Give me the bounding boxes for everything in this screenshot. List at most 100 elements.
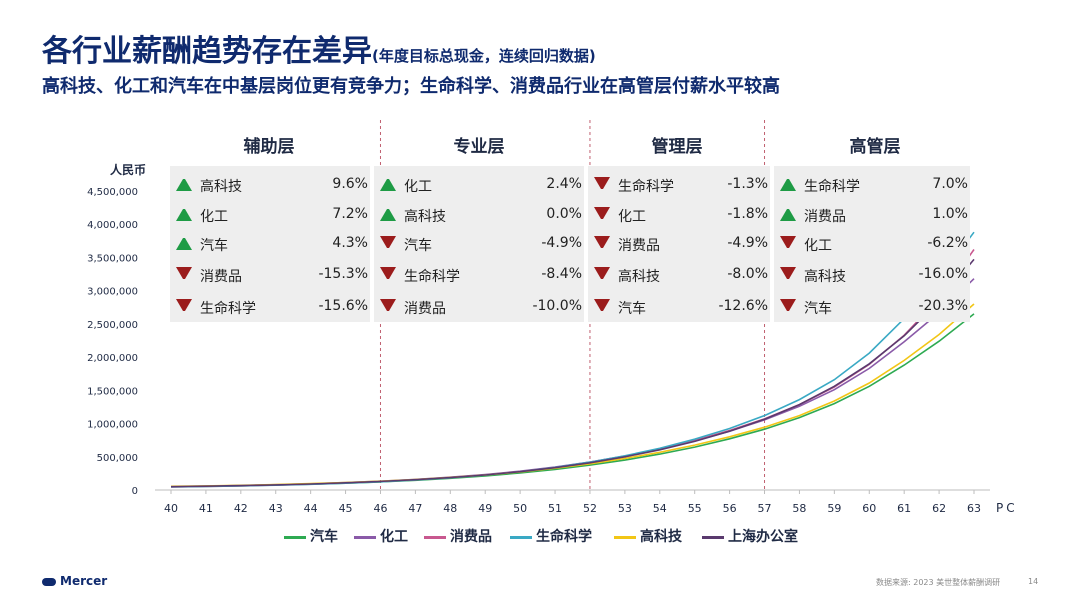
level-panel-support: 高科技 9.6% 化工 7.2% 汽车 4.3% 消费品 -15.3% 生命科学 -15.… (170, 166, 370, 322)
x-tick-label: 55 (688, 502, 702, 515)
x-tick-label: 51 (548, 502, 562, 515)
legend-swatch (354, 535, 376, 539)
down-triangle-icon (594, 299, 610, 313)
panel-row: 汽车 -4.9% (374, 227, 584, 257)
level-header-professional: 专业层 (453, 137, 505, 157)
industry-label: 消费品 (404, 301, 446, 317)
legend-label: 消费品 (450, 529, 492, 545)
y-tick-label: 3,000,000 (87, 287, 138, 298)
down-triangle-icon (380, 299, 396, 313)
x-tick-label: 40 (164, 502, 178, 515)
level-header-management: 管理层 (651, 137, 703, 157)
x-tick-label: 44 (304, 502, 318, 515)
up-triangle-icon (176, 177, 192, 191)
industry-diff: 9.6% (332, 176, 368, 192)
down-triangle-icon (594, 207, 610, 221)
x-tick-label: 42 (234, 502, 248, 515)
industry-diff: -12.6% (718, 298, 768, 314)
panel-row: 消费品 1.0% (774, 198, 970, 228)
legend-item: 化工 (354, 526, 408, 546)
industry-label: 化工 (200, 209, 228, 225)
industry-label: 化工 (618, 209, 646, 225)
down-triangle-icon (780, 299, 796, 313)
legend-item: 消费品 (424, 526, 492, 546)
panel-row: 化工 -6.2% (774, 227, 970, 257)
x-tick-label: 57 (758, 502, 772, 515)
industry-diff: -16.0% (918, 266, 968, 282)
series-line (170, 303, 975, 488)
x-tick-label: 45 (339, 502, 353, 515)
y-axis-title: 人民币 (110, 162, 146, 177)
industry-label: 生命科学 (804, 179, 860, 195)
legend-label: 上海办公室 (728, 529, 798, 545)
industry-diff: -6.2% (927, 235, 968, 251)
y-tick-label: 4,500,000 (87, 187, 138, 198)
series-line (170, 258, 975, 488)
down-triangle-icon (594, 267, 610, 281)
x-tick-label: 50 (513, 502, 527, 515)
industry-diff: -4.9% (727, 235, 768, 251)
panel-row: 高科技 -8.0% (588, 258, 770, 288)
industry-label: 化工 (804, 238, 832, 254)
industry-label: 汽车 (404, 238, 432, 254)
industry-diff: -15.6% (318, 298, 368, 314)
down-triangle-icon (594, 177, 610, 191)
x-tick-label: 59 (827, 502, 841, 515)
page-title: 各行业薪酬趋势存在差异(年度目标总现金，连续回归数据) (42, 26, 596, 70)
legend-swatch (510, 535, 532, 539)
x-tick-label: 46 (373, 502, 387, 515)
panel-row: 消费品 -15.3% (170, 258, 370, 288)
y-tick-label: 500,000 (97, 453, 138, 464)
mercer-logo-icon (42, 577, 56, 586)
panel-row: 汽车 -20.3% (774, 290, 970, 320)
industry-label: 汽车 (804, 301, 832, 317)
level-header-support: 辅助层 (243, 137, 295, 157)
panel-row: 消费品 -10.0% (374, 290, 584, 320)
panel-row: 高科技 9.6% (170, 168, 370, 198)
down-triangle-icon (780, 236, 796, 250)
panel-row: 生命科学 -8.4% (374, 258, 584, 288)
legend-label: 高科技 (640, 529, 682, 545)
page-number: 14 (1028, 577, 1039, 586)
y-tick-label: 2,500,000 (87, 320, 138, 331)
data-source-note: 数据来源: 2023 美世整体薪酬调研 (876, 578, 1001, 587)
up-triangle-icon (380, 207, 396, 221)
industry-diff: 7.0% (932, 176, 968, 192)
panel-row: 生命科学 -15.6% (170, 290, 370, 320)
x-tick-label: 54 (653, 502, 667, 515)
industry-diff: 4.3% (332, 235, 368, 251)
x-tick-label: 49 (478, 502, 492, 515)
legend-label: 汽车 (310, 529, 338, 545)
level-panel-executive: 生命科学 7.0% 消费品 1.0% 化工 -6.2% 高科技 -16.0% 汽车 -20… (774, 166, 970, 322)
industry-diff: 1.0% (932, 206, 968, 222)
y-tick-label: 0 (132, 486, 138, 497)
y-tick-label: 1,500,000 (87, 386, 138, 397)
down-triangle-icon (380, 236, 396, 250)
y-tick-label: 3,500,000 (87, 253, 138, 264)
legend-swatch (284, 535, 306, 539)
x-tick-label: 43 (269, 502, 283, 515)
x-tick-label: 56 (723, 502, 737, 515)
down-triangle-icon (594, 236, 610, 250)
legend-swatch (614, 535, 636, 539)
panel-row: 汽车 -12.6% (588, 290, 770, 320)
panel-row: 生命科学 -1.3% (588, 168, 770, 198)
up-triangle-icon (780, 177, 796, 191)
series-line (170, 313, 975, 488)
legend-label: 化工 (380, 529, 408, 545)
industry-diff: -10.0% (532, 298, 582, 314)
panel-row: 化工 -1.8% (588, 198, 770, 228)
level-panel-management: 生命科学 -1.3% 化工 -1.8% 消费品 -4.9% 高科技 -8.0% 汽车 -1… (588, 166, 770, 322)
industry-label: 汽车 (618, 301, 646, 317)
y-tick-label: 4,000,000 (87, 220, 138, 231)
panel-row: 高科技 0.0% (374, 198, 584, 228)
panel-row: 高科技 -16.0% (774, 258, 970, 288)
industry-diff: -1.8% (727, 206, 768, 222)
down-triangle-icon (380, 267, 396, 281)
down-triangle-icon (780, 267, 796, 281)
mercer-logo: Mercer (42, 574, 107, 588)
x-tick-label: 41 (199, 502, 213, 515)
page-subtitle: 高科技、化工和汽车在中基层岗位更有竞争力；生命科学、消费品行业在高管层付薪水平较… (42, 76, 780, 97)
industry-label: 生命科学 (404, 269, 460, 285)
x-tick-label: 53 (618, 502, 632, 515)
